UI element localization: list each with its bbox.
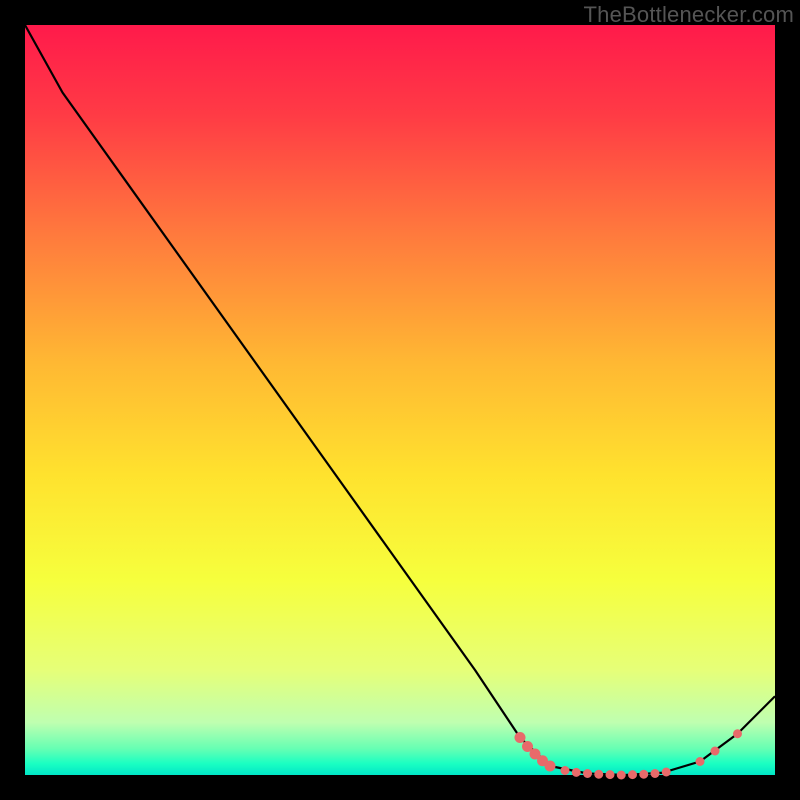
data-marker — [515, 732, 526, 743]
chart-container: TheBottlenecker.com — [0, 0, 800, 800]
gradient-background — [25, 25, 775, 775]
data-marker — [583, 769, 592, 778]
data-marker — [639, 770, 648, 779]
data-marker — [606, 770, 615, 779]
data-marker — [617, 771, 626, 780]
data-marker — [594, 770, 603, 779]
data-marker — [572, 768, 581, 777]
watermark-label: TheBottlenecker.com — [584, 2, 794, 28]
data-marker — [545, 761, 556, 772]
data-marker — [711, 747, 720, 756]
data-marker — [651, 769, 660, 778]
data-marker — [696, 757, 705, 766]
data-marker — [628, 770, 637, 779]
data-marker — [662, 768, 671, 777]
data-marker — [733, 729, 742, 738]
bottleneck-chart — [0, 0, 800, 800]
data-marker — [561, 766, 570, 775]
